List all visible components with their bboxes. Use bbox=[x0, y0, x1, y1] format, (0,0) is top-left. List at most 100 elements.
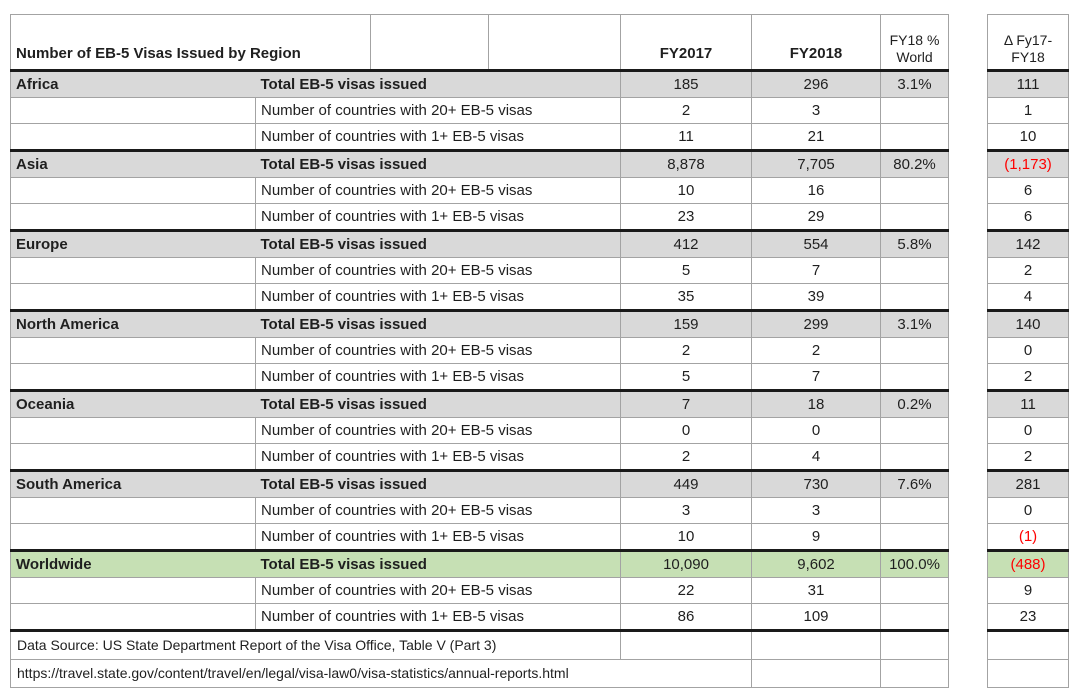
spacer-column-cell bbox=[948, 363, 989, 391]
spacer-column-cell bbox=[948, 443, 989, 471]
fy2018-value: 554 bbox=[751, 229, 882, 258]
countries-20plus-row: Number of countries with 20+ EB-5 visas … bbox=[10, 497, 1070, 524]
fy2018-value: 7 bbox=[751, 257, 882, 284]
spacer-column-cell bbox=[948, 283, 989, 311]
fy2018-value: 0 bbox=[751, 417, 882, 444]
metric-label-cell: Number of countries with 1+ EB-5 visas bbox=[254, 603, 622, 631]
empty-cell bbox=[987, 659, 1070, 688]
delta-value: 111 bbox=[987, 69, 1070, 98]
spacer-column-cell bbox=[948, 470, 989, 498]
delta-value-negative: (1,173) bbox=[987, 149, 1070, 178]
region-total-row-south-america: South America Total EB-5 visas issued 44… bbox=[10, 469, 1070, 498]
countries-20plus-row: Number of countries with 20+ EB-5 visas … bbox=[10, 337, 1070, 364]
fy2017-value: 10 bbox=[620, 177, 753, 204]
fy2017-value: 2 bbox=[620, 443, 753, 471]
delta-value: 0 bbox=[987, 337, 1070, 364]
delta-value: 0 bbox=[987, 497, 1070, 524]
spacer-column-cell bbox=[948, 310, 989, 338]
pct-world-value: 0.2% bbox=[880, 389, 949, 418]
pct-world-value: 100.0% bbox=[880, 549, 949, 578]
spacer-column-cell bbox=[948, 123, 989, 151]
countries-20plus-row: Number of countries with 20+ EB-5 visas … bbox=[10, 577, 1070, 604]
spacer-column-cell bbox=[948, 203, 989, 231]
region-cell bbox=[10, 257, 256, 284]
spacer-column-cell bbox=[948, 659, 989, 688]
spacer-column-cell bbox=[948, 70, 989, 98]
region-cell bbox=[10, 603, 256, 631]
header-row: Number of EB-5 Visas Issued by Region FY… bbox=[9, 14, 1070, 71]
fy2017-value: 7 bbox=[620, 389, 753, 418]
pct-world-value: 7.6% bbox=[880, 469, 949, 498]
spacer-column-cell bbox=[948, 150, 989, 178]
metric-label-cell: Total EB-5 visas issued bbox=[255, 469, 622, 498]
table-title: Number of EB-5 Visas Issued by Region bbox=[9, 14, 372, 71]
fy2017-value: 2 bbox=[620, 97, 753, 124]
eb5-visa-table: Number of EB-5 Visas Issued by Region FY… bbox=[9, 14, 1070, 688]
delta-value: 23 bbox=[987, 603, 1070, 631]
region-total-row-africa: Africa Total EB-5 visas issued 185 296 3… bbox=[10, 69, 1070, 98]
region-cell: South America bbox=[10, 469, 256, 498]
pct-world-value bbox=[880, 523, 950, 551]
region-cell bbox=[10, 363, 256, 391]
fy2017-value: 3 bbox=[620, 497, 753, 524]
fy2018-value: 730 bbox=[751, 469, 882, 498]
fy2017-value: 10 bbox=[620, 523, 753, 551]
pct-world-value bbox=[880, 123, 950, 151]
region-cell bbox=[10, 337, 256, 364]
empty-cell bbox=[751, 659, 882, 688]
spacer-column-cell bbox=[948, 417, 989, 444]
spacer-column-cell bbox=[948, 523, 989, 551]
header-spacer-cell bbox=[488, 14, 622, 71]
header-spacer-cell bbox=[370, 14, 490, 71]
metric-label-cell: Number of countries with 20+ EB-5 visas bbox=[254, 577, 622, 604]
fy2017-value: 5 bbox=[620, 363, 753, 391]
fy2018-value: 299 bbox=[751, 309, 882, 338]
metric-label-cell: Number of countries with 20+ EB-5 visas bbox=[254, 177, 622, 204]
region-cell bbox=[10, 123, 256, 151]
delta-value: 2 bbox=[987, 257, 1070, 284]
region-cell bbox=[10, 443, 256, 471]
countries-1plus-row: Number of countries with 1+ EB-5 visas 2… bbox=[10, 443, 1070, 471]
metric-label-cell: Number of countries with 1+ EB-5 visas bbox=[254, 203, 622, 231]
fy2018-value: 3 bbox=[751, 97, 882, 124]
empty-cell bbox=[620, 629, 753, 660]
fy2018-value: 7,705 bbox=[751, 149, 882, 178]
pct-world-value bbox=[880, 97, 950, 124]
metric-label-cell: Total EB-5 visas issued bbox=[255, 389, 622, 418]
region-total-row-oceania: Oceania Total EB-5 visas issued 7 18 0.2… bbox=[10, 389, 1070, 418]
delta-value: 0 bbox=[987, 417, 1070, 444]
source-url-row: https://travel.state.gov/content/travel/… bbox=[9, 659, 1070, 688]
fy2018-value: 2 bbox=[751, 337, 882, 364]
delta-column-header: Δ Fy17- FY18 bbox=[987, 14, 1070, 71]
countries-1plus-row: Number of countries with 1+ EB-5 visas 2… bbox=[10, 203, 1070, 231]
spacer-column-cell bbox=[948, 603, 989, 631]
metric-label-cell: Total EB-5 visas issued bbox=[255, 309, 622, 338]
delta-value: 10 bbox=[987, 123, 1070, 151]
spacer-column-cell bbox=[948, 550, 989, 578]
fy2018-value: 9 bbox=[751, 523, 882, 551]
region-cell bbox=[10, 577, 256, 604]
metric-label-cell: Total EB-5 visas issued bbox=[255, 69, 622, 98]
delta-value: 2 bbox=[987, 443, 1070, 471]
metric-label-cell: Number of countries with 1+ EB-5 visas bbox=[254, 123, 622, 151]
spacer-column-cell bbox=[948, 257, 989, 284]
metric-label-cell: Number of countries with 1+ EB-5 visas bbox=[254, 443, 622, 471]
fy2018-value: 109 bbox=[751, 603, 882, 631]
fy2018-value: 21 bbox=[751, 123, 882, 151]
eb5-visa-spreadsheet: Number of EB-5 Visas Issued by Region FY… bbox=[9, 14, 1070, 688]
pct-world-value bbox=[880, 363, 950, 391]
fy2017-column-header: FY2017 bbox=[620, 14, 753, 71]
metric-label-cell: Number of countries with 1+ EB-5 visas bbox=[254, 363, 622, 391]
countries-1plus-row: Number of countries with 1+ EB-5 visas 1… bbox=[10, 123, 1070, 151]
fy2017-value: 5 bbox=[620, 257, 753, 284]
pct-world-value: 5.8% bbox=[880, 229, 949, 258]
fy2017-value: 23 bbox=[620, 203, 753, 231]
region-total-row-worldwide: Worldwide Total EB-5 visas issued 10,090… bbox=[10, 549, 1070, 578]
fy2018-value: 3 bbox=[751, 497, 882, 524]
delta-header-line2: FY18 bbox=[1011, 49, 1045, 65]
fy2017-value: 185 bbox=[620, 69, 753, 98]
pct-world-value: 3.1% bbox=[880, 69, 949, 98]
spacer-column-cell bbox=[948, 390, 989, 418]
region-cell bbox=[10, 283, 256, 311]
empty-cell bbox=[880, 629, 950, 660]
